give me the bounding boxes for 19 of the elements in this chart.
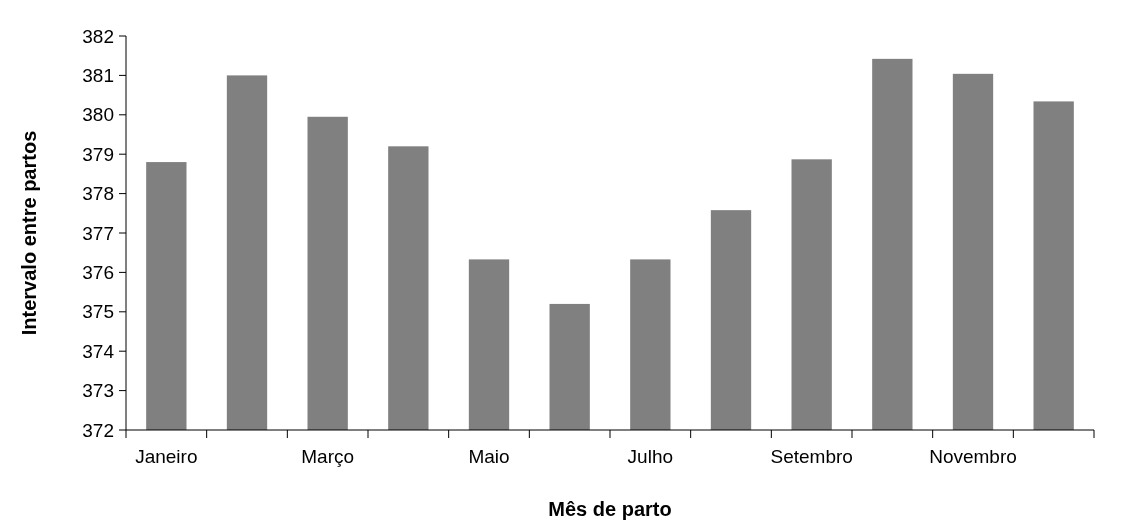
y-tick-label: 380 (82, 104, 114, 126)
y-tick-label: 372 (82, 419, 114, 441)
y-tick-label: 375 (82, 301, 114, 323)
y-tick-label: 382 (82, 25, 114, 47)
x-tick-label: Novembro (929, 446, 1017, 467)
x-tick-label: Janeiro (135, 446, 198, 467)
y-axis-title: Intervalo entre partos (18, 130, 40, 336)
x-tick-label: Setembro (770, 446, 853, 467)
y-tick-label: 381 (82, 65, 114, 87)
y-tick-label: 376 (82, 262, 114, 284)
y-tick-label: 377 (82, 222, 114, 244)
y-tick-label: 379 (82, 143, 114, 165)
x-axis-title: Mês de parto (548, 498, 672, 520)
x-tick-label: Março (301, 446, 355, 467)
x-tick-label: Julho (627, 446, 674, 467)
y-tick-label: 373 (82, 380, 114, 402)
y-tick-label: 378 (82, 183, 114, 205)
y-tick-label: 374 (82, 340, 115, 362)
x-tick-label: Maio (468, 446, 510, 467)
